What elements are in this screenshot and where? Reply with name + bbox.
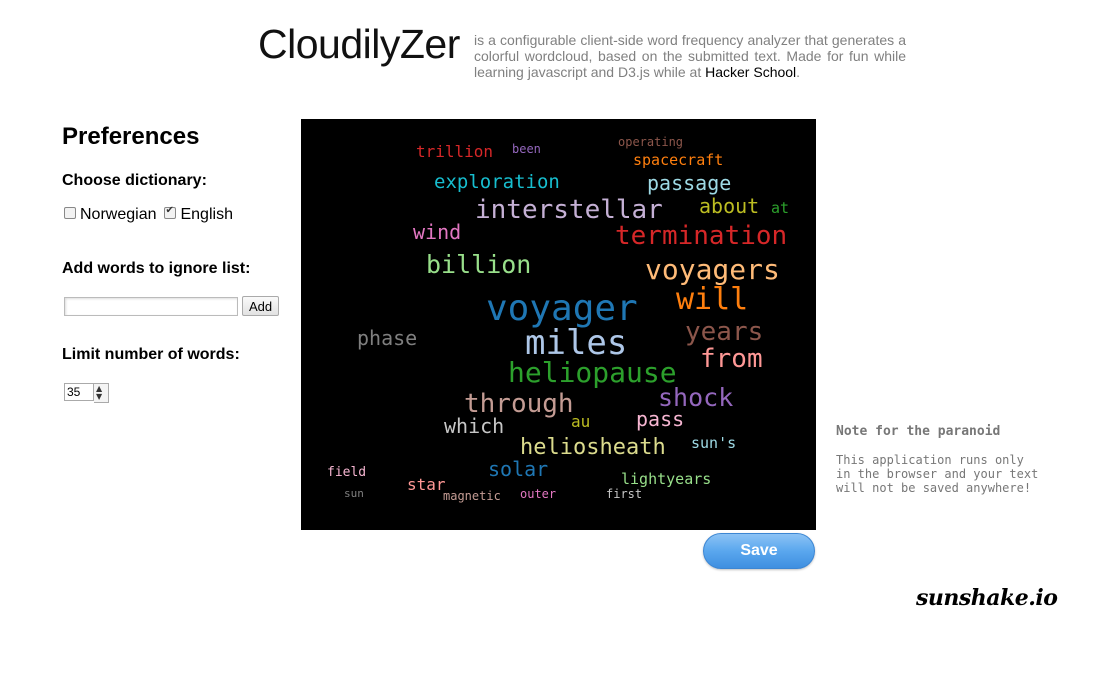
- cloud-word: spacecraft: [633, 151, 724, 169]
- cloud-word: been: [512, 142, 541, 156]
- word-cloud: trillion been operating spacecraft explorati…: [301, 119, 816, 530]
- cloud-word: sun: [344, 487, 364, 500]
- stepper-buttons[interactable]: ▲ ▼: [94, 383, 109, 403]
- english-checkbox[interactable]: [164, 205, 177, 219]
- cloud-word: pass: [636, 407, 685, 431]
- note-title: Note for the paranoid: [836, 424, 1001, 439]
- cloud-word: years: [685, 317, 764, 347]
- english-label: English: [180, 206, 233, 223]
- limit-stepper: 35 ▲ ▼: [64, 383, 109, 403]
- cloud-word: shock: [658, 383, 734, 412]
- preferences-heading: Preferences: [62, 123, 200, 150]
- cloud-word: will: [676, 282, 749, 317]
- app-title: CloudilyZer: [258, 21, 460, 67]
- norwegian-checkbox[interactable]: [64, 207, 76, 219]
- cloud-word: voyager: [486, 288, 638, 329]
- note-text: This application runs only in the browse…: [836, 453, 1039, 495]
- cloud-word: exploration: [434, 171, 560, 193]
- cloud-word: lightyears: [621, 470, 712, 488]
- ignore-row: Add: [64, 296, 280, 316]
- cloud-word: voyagers: [645, 253, 780, 286]
- dictionary-options: Norwegian English: [64, 205, 241, 224]
- description-period: .: [796, 64, 801, 80]
- ignore-word-input[interactable]: [64, 296, 238, 316]
- header: CloudilyZer is a configurable client-sid…: [258, 18, 908, 88]
- cloud-word: outer: [520, 487, 557, 501]
- cloud-word: miles: [525, 323, 628, 363]
- cloud-word: au: [571, 412, 591, 431]
- cloud-word: first: [606, 487, 643, 501]
- cloud-word: phase: [357, 326, 418, 350]
- dictionary-label: Choose dictionary:: [62, 172, 207, 189]
- app-description: is a configurable client-side word frequ…: [474, 32, 906, 80]
- description-text: is a configurable client-side word frequ…: [474, 32, 906, 80]
- cloud-word: which: [444, 414, 505, 438]
- cloud-word: trillion: [416, 142, 494, 161]
- norwegian-label: Norwegian: [80, 206, 157, 223]
- cloud-word: operating: [618, 135, 684, 149]
- cloud-word: wind: [413, 220, 462, 244]
- cloud-word: heliosheath: [520, 435, 666, 460]
- cloud-word: magnetic: [443, 489, 501, 503]
- cloud-word: passage: [647, 171, 732, 195]
- stepper-up-icon[interactable]: ▲: [96, 384, 103, 393]
- cloud-word: about: [699, 194, 760, 218]
- cloud-word: sun's: [691, 434, 737, 452]
- cloud-word: field: [327, 465, 367, 480]
- cloud-word: star: [407, 475, 446, 494]
- brand-logo: sunshake.io: [916, 585, 1058, 611]
- cloud-word: heliopause: [508, 356, 677, 389]
- cloud-word: interstellar: [475, 195, 663, 225]
- cloud-word: billion: [426, 250, 532, 279]
- limit-words-input[interactable]: 35: [64, 383, 94, 401]
- hacker-school-link[interactable]: Hacker School: [705, 64, 797, 80]
- cloud-word: at: [771, 199, 790, 217]
- stepper-down-icon[interactable]: ▼: [96, 392, 103, 401]
- save-button[interactable]: Save: [703, 533, 815, 569]
- limit-words-label: Limit number of words:: [62, 346, 240, 363]
- paranoid-note: Note for the paranoid This application r…: [836, 424, 1056, 495]
- preferences-panel: Preferences Choose dictionary: Norwegian…: [62, 122, 292, 403]
- cloud-word: from: [700, 344, 763, 374]
- ignore-list-label: Add words to ignore list:: [62, 260, 251, 277]
- cloud-word: solar: [488, 457, 549, 481]
- cloud-word: termination: [615, 221, 788, 251]
- cloud-word: through: [464, 389, 574, 419]
- add-button[interactable]: Add: [242, 296, 280, 316]
